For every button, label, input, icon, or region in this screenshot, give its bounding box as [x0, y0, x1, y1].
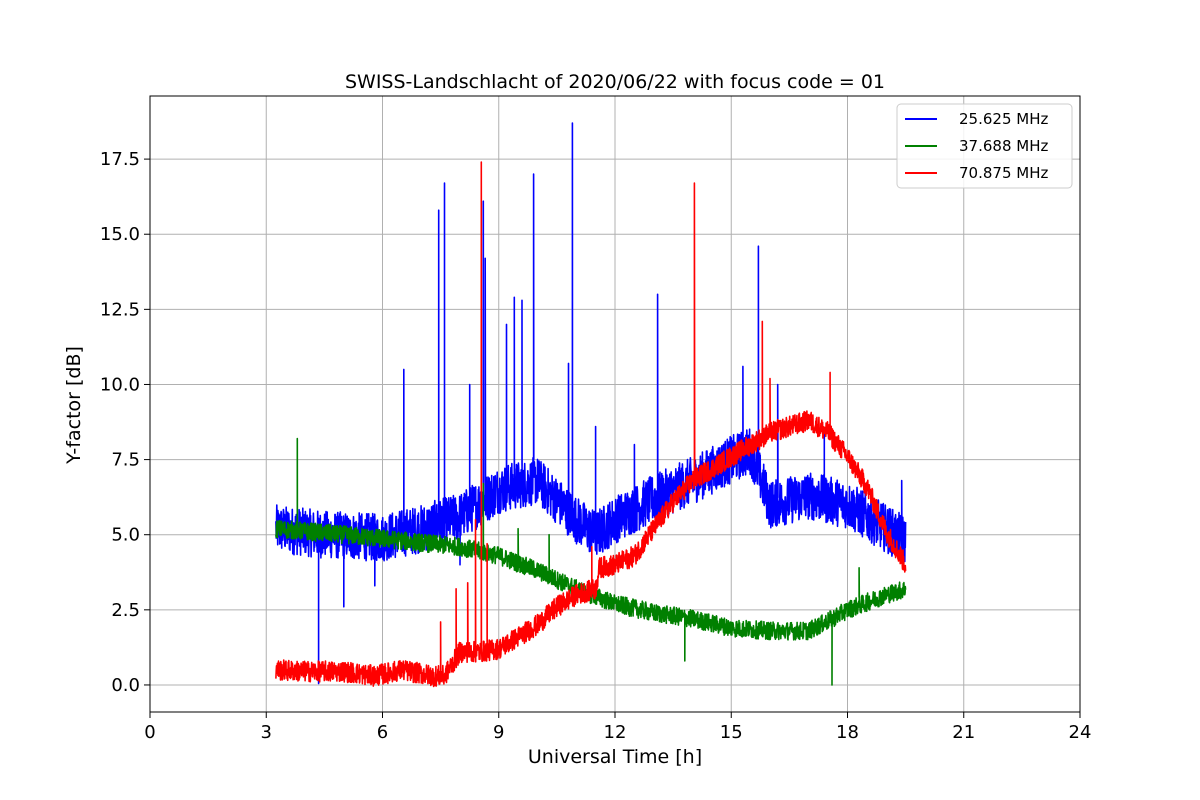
y-tick-label: 10.0 [100, 374, 140, 395]
y-tick-label: 7.5 [111, 450, 140, 471]
y-tick-label: 17.5 [100, 149, 140, 170]
legend-label-2: 37.688 MHz [959, 137, 1048, 155]
y-tick-label: 2.5 [111, 600, 140, 621]
series-line-3 [275, 161, 907, 688]
x-tick-label: 24 [1069, 722, 1092, 743]
legend: 25.625 MHz 37.688 MHz 70.875 MHz [896, 103, 1073, 189]
y-axis-label: Y-factor [dB] [63, 346, 85, 465]
x-tick-label: 21 [952, 722, 975, 743]
legend-label-1: 25.625 MHz [959, 110, 1048, 128]
x-tick-label: 15 [720, 722, 743, 743]
x-tick-label: 3 [261, 722, 272, 743]
chart-title: SWISS-Landschlacht of 2020/06/22 with fo… [345, 71, 885, 93]
legend-box [896, 103, 1073, 189]
series-line-1 [275, 122, 907, 685]
y-tick-label: 12.5 [100, 299, 140, 320]
x-tick-label: 6 [377, 722, 388, 743]
x-tick-label: 0 [144, 722, 155, 743]
legend-label-3: 70.875 MHz [959, 164, 1048, 182]
x-tick-label: 9 [493, 722, 504, 743]
x-tick-label: 18 [836, 722, 859, 743]
series-layer [275, 122, 907, 688]
series-line-2 [275, 437, 907, 686]
y-tick-label: 0.0 [111, 675, 140, 696]
x-tick-label: 12 [604, 722, 627, 743]
x-axis-label: Universal Time [h] [528, 746, 702, 768]
y-tick-label: 15.0 [100, 224, 140, 245]
tick-layer: 0 3 6 9 12 15 18 21 24 0.0 2.5 5.0 7.5 10.0 12.5 15.0 17… [100, 149, 1092, 743]
y-tick-label: 5.0 [111, 525, 140, 546]
